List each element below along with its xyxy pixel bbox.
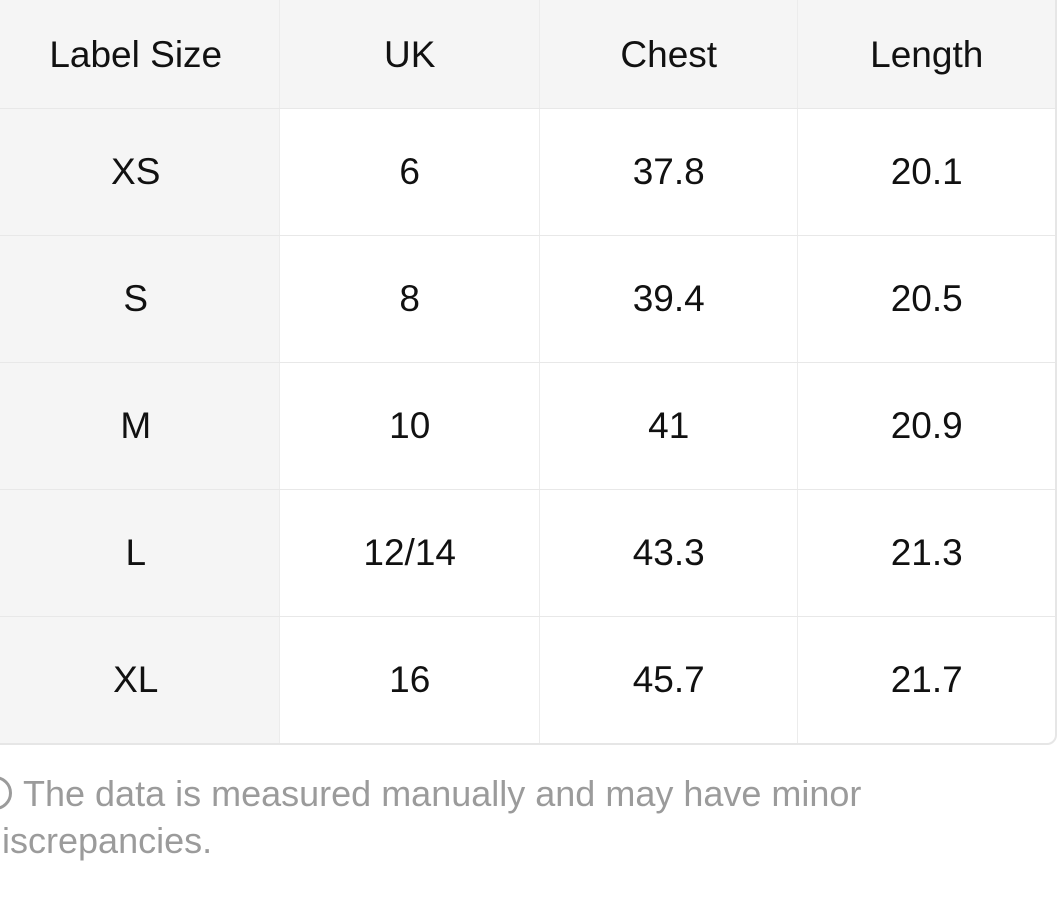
info-icon <box>0 776 12 810</box>
table-row: L 12/14 43.3 21.3 <box>0 489 1055 616</box>
cell-label-size: M <box>0 363 280 489</box>
cell-uk: 12/14 <box>279 490 539 616</box>
cell-uk: 6 <box>279 109 539 235</box>
cell-length: 20.5 <box>797 236 1055 362</box>
table-row: XL 16 45.7 21.7 <box>0 616 1055 743</box>
cell-chest: 39.4 <box>538 236 798 362</box>
cell-length: 21.3 <box>797 490 1055 616</box>
measurement-note: The data is measured manually and may ha… <box>0 770 958 864</box>
cell-length: 21.7 <box>797 617 1055 743</box>
cell-chest: 43.3 <box>538 490 798 616</box>
header-chest: Chest <box>538 0 798 108</box>
cell-label-size: L <box>0 490 280 616</box>
cell-uk: 8 <box>279 236 539 362</box>
note-line-2: discrepancies. <box>0 820 213 861</box>
table-row: S 8 39.4 20.5 <box>0 235 1055 362</box>
cell-chest: 45.7 <box>538 617 798 743</box>
table-row: M 10 41 20.9 <box>0 362 1055 489</box>
note-line-1: The data is measured manually and may ha… <box>23 773 862 814</box>
cell-length: 20.1 <box>797 109 1055 235</box>
size-chart-table: Label Size UK Chest Length XS 6 37.8 20.1 S 8… <box>0 0 1057 745</box>
cell-label-size: XL <box>0 617 280 743</box>
cell-chest: 37.8 <box>538 109 798 235</box>
cell-length: 20.9 <box>797 363 1055 489</box>
cell-uk: 16 <box>279 617 539 743</box>
cell-uk: 10 <box>279 363 539 489</box>
header-length: Length <box>797 0 1055 108</box>
header-label-size: Label Size <box>0 0 280 108</box>
table-header-row: Label Size UK Chest Length <box>0 0 1055 108</box>
cell-chest: 41 <box>538 363 798 489</box>
cell-label-size: S <box>0 236 280 362</box>
header-uk: UK <box>279 0 539 108</box>
table-row: XS 6 37.8 20.1 <box>0 108 1055 235</box>
cell-label-size: XS <box>0 109 280 235</box>
